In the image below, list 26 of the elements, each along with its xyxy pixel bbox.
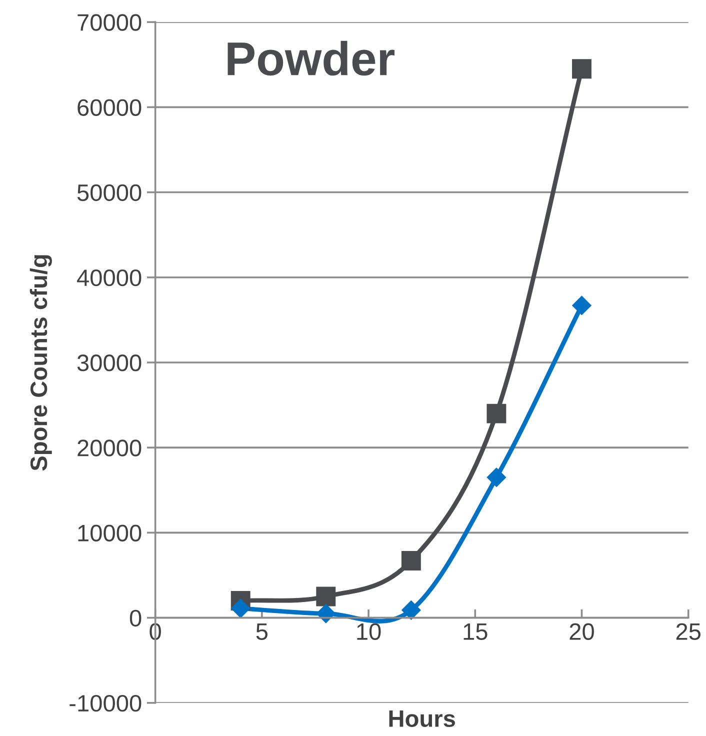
point <box>486 404 506 424</box>
point <box>572 296 592 315</box>
x-tick-label: 5 <box>256 624 268 640</box>
y-tick-label: 10000 <box>78 524 142 542</box>
y-tick-label: -10000 <box>70 694 142 712</box>
point <box>231 598 250 618</box>
y-tick-label: 30000 <box>77 354 142 372</box>
y-tick-label: 50000 <box>77 184 142 202</box>
y-tick-label: 0 <box>130 610 142 627</box>
y-tick-label: 60000 <box>78 99 142 116</box>
point <box>402 600 421 620</box>
point <box>401 551 421 570</box>
x-tick-label: 15 <box>464 624 488 640</box>
x-tick-label: 25 <box>676 623 700 640</box>
y-axis-title: Spore Counts cfu/g <box>30 255 52 471</box>
point <box>316 586 336 606</box>
y-tick-label: 70000 <box>78 14 142 31</box>
y-tick-label: 40000 <box>77 269 142 286</box>
x-tick-label: 20 <box>570 623 594 640</box>
point <box>572 59 592 79</box>
point <box>316 604 336 624</box>
point <box>486 468 506 487</box>
x-tick-label: 10 <box>357 623 381 640</box>
y-tick-label: 20000 <box>78 440 142 456</box>
x-axis-title: Hours <box>389 710 455 728</box>
chart-title: Powder <box>228 40 394 76</box>
